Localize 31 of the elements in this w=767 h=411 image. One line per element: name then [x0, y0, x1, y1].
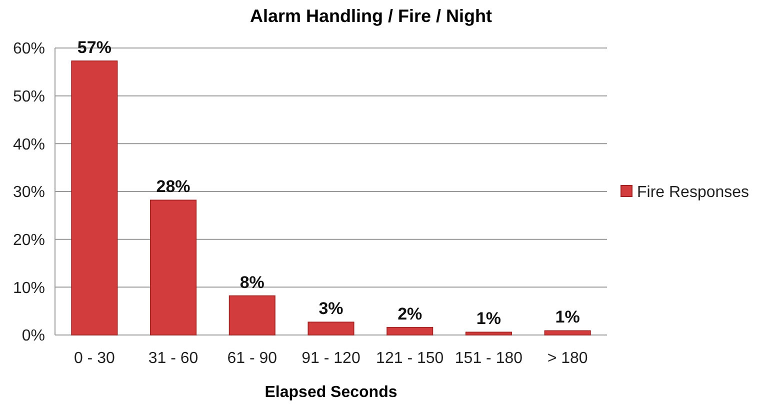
x-tick-label: 31 - 60: [148, 350, 198, 367]
data-label: 2%: [398, 304, 422, 324]
y-tick-label: 20%: [12, 232, 45, 249]
legend-label: Fire Responses: [637, 184, 750, 202]
bar: [465, 332, 512, 336]
bar: [544, 330, 591, 336]
y-tick-label: 50%: [12, 88, 45, 106]
x-tick-label: 61 - 90: [227, 350, 278, 367]
y-tick-label: 60%: [12, 40, 45, 58]
y-tick-label: 30%: [12, 184, 45, 202]
data-label: 1%: [555, 308, 580, 327]
x-axis-title: Elapsed Seconds: [264, 384, 398, 401]
x-tick-label: 151 - 180: [454, 350, 523, 367]
bar: [308, 322, 354, 336]
bar: [386, 326, 434, 336]
x-tick-label: > 180: [547, 350, 588, 367]
y-tick-label: 40%: [12, 136, 45, 154]
data-label: 8%: [240, 272, 264, 292]
x-tick-label: 121 - 150: [376, 350, 444, 367]
x-tick-label: 91 - 120: [302, 350, 360, 367]
bar: [71, 60, 118, 336]
y-tick-label: 0%: [22, 328, 45, 345]
y-tick-label: 10%: [12, 280, 45, 297]
bar: [228, 295, 276, 336]
data-label: 3%: [318, 299, 344, 318]
x-tick-label: 0 - 30: [74, 350, 115, 367]
chart-title: Alarm Handling / Fire / Night: [250, 6, 492, 26]
data-label: 1%: [476, 309, 502, 328]
bar: [150, 200, 197, 336]
data-label: 28%: [156, 177, 190, 196]
data-label: 57%: [77, 38, 112, 57]
